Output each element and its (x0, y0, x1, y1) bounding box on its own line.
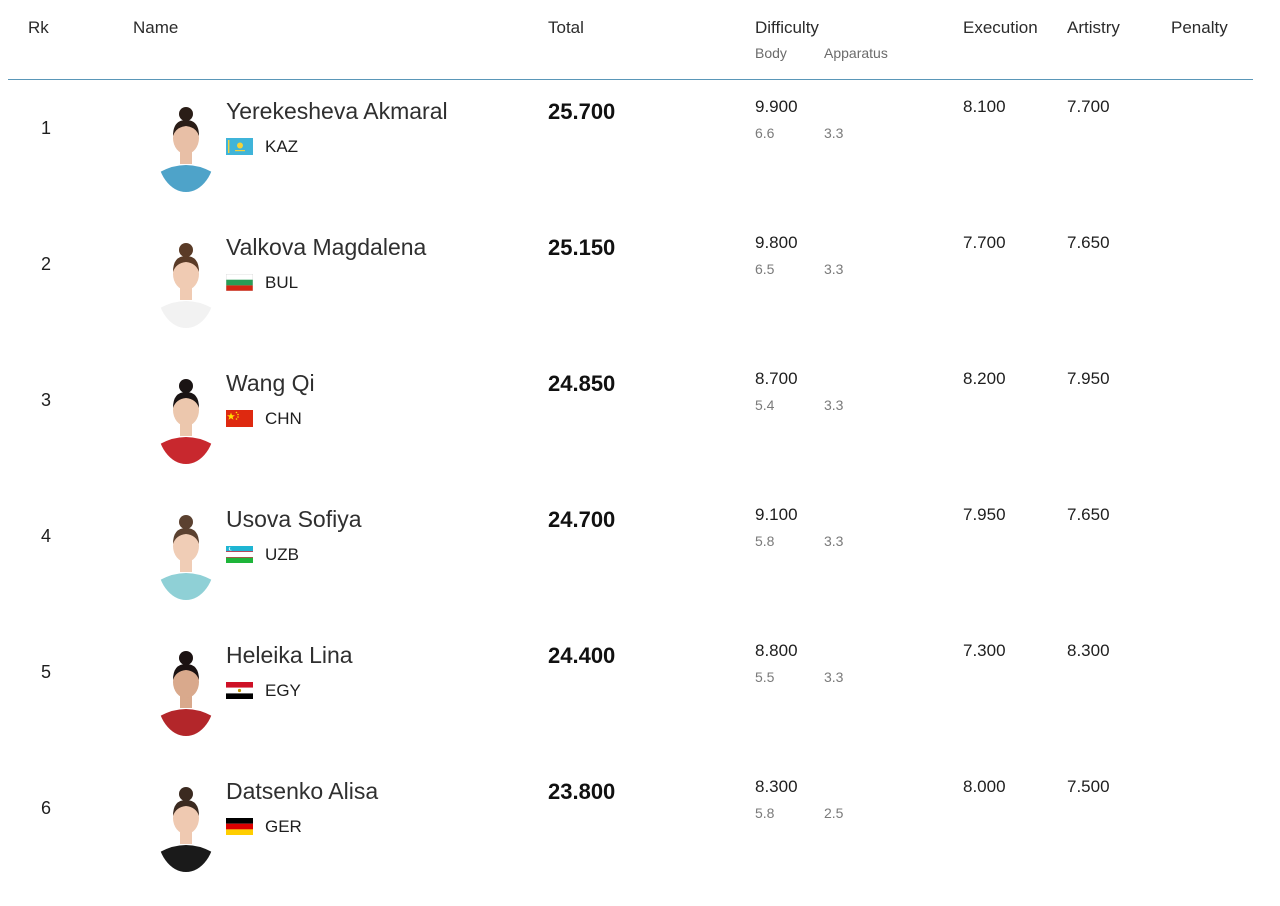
execution-score: 7.700 (963, 233, 1006, 252)
difficulty-score: 8.700 (755, 369, 798, 388)
body-score: 5.8 (755, 533, 775, 549)
rank-cell: 2 (41, 254, 52, 274)
table-row[interactable]: 3 Wang Qi CHN 24.850 8.700 5.4 3.3 8.200 7.950 (0, 362, 1280, 498)
execution-score: 7.300 (963, 641, 1006, 660)
body-score: 6.6 (755, 125, 775, 141)
nation-code: EGY (265, 681, 301, 700)
flag-chn-icon (226, 410, 253, 427)
nation-code: GER (265, 817, 302, 836)
execution-score: 8.200 (963, 369, 1006, 388)
flag-uzb-icon (226, 546, 253, 563)
execution-score: 7.950 (963, 505, 1006, 524)
athlete-name[interactable]: Valkova Magdalena (226, 234, 427, 260)
flag-kaz-icon (226, 138, 253, 155)
athlete-photo[interactable] (156, 100, 216, 192)
athlete-name[interactable]: Usova Sofiya (226, 506, 362, 532)
total-score: 24.850 (548, 371, 616, 396)
body-score: 5.5 (755, 669, 775, 685)
flag-egy-icon (226, 682, 253, 699)
apparatus-score: 3.3 (824, 669, 844, 685)
body-subheader: Body (755, 45, 787, 61)
difficulty-score: 9.800 (755, 233, 798, 252)
athlete-name[interactable]: Datsenko Alisa (226, 778, 379, 804)
apparatus-score: 3.3 (824, 533, 844, 549)
artistry-score: 8.300 (1067, 641, 1110, 660)
athlete-name[interactable]: Heleika Lina (226, 642, 353, 668)
apparatus-score: 3.3 (824, 397, 844, 413)
apparatus-score: 2.5 (824, 805, 844, 821)
total-score: 24.400 (548, 643, 616, 668)
rank-header[interactable]: Rk (28, 18, 49, 37)
athlete-photo[interactable] (156, 644, 216, 736)
artistry-score: 7.950 (1067, 369, 1110, 388)
body-score: 6.5 (755, 261, 775, 277)
athlete-photo[interactable] (156, 236, 216, 328)
total-header[interactable]: Total (548, 18, 584, 37)
execution-header[interactable]: Execution (963, 18, 1038, 37)
flag-bul-icon (226, 274, 253, 291)
table-row[interactable]: 2 Valkova Magdalena BUL 25.150 9.800 6.5 3.3 7.… (0, 226, 1280, 362)
athlete-photo[interactable] (156, 508, 216, 600)
difficulty-score: 9.100 (755, 505, 798, 524)
apparatus-subheader: Apparatus (824, 45, 888, 61)
execution-score: 8.000 (963, 777, 1006, 796)
total-score: 23.800 (548, 779, 616, 804)
artistry-score: 7.700 (1067, 97, 1110, 116)
difficulty-score: 8.300 (755, 777, 798, 796)
flag-ger-icon (226, 818, 253, 835)
total-score: 25.700 (548, 99, 616, 124)
rank-cell: 4 (41, 526, 52, 546)
rank-cell: 5 (41, 662, 52, 682)
nation-code: BUL (265, 273, 299, 292)
athlete-name[interactable]: Yerekesheva Akmaral (226, 98, 448, 124)
table-row[interactable]: 1 Yerekesheva Akmaral KAZ 25.700 9.900 6.6 3.3… (0, 90, 1280, 226)
body-score: 5.8 (755, 805, 775, 821)
artistry-score: 7.500 (1067, 777, 1110, 796)
artistry-score: 7.650 (1067, 505, 1110, 524)
table-row[interactable]: 5 Heleika Lina EGY 24.400 8.800 5.5 3.3 7.300 8.… (0, 634, 1280, 770)
execution-score: 8.100 (963, 97, 1006, 116)
header-divider (8, 79, 1253, 80)
athlete-photo[interactable] (156, 780, 216, 872)
nation-code: CHN (265, 409, 302, 428)
body-score: 5.4 (755, 397, 775, 413)
difficulty-header[interactable]: Difficulty (755, 18, 819, 37)
name-header[interactable]: Name (133, 18, 179, 37)
difficulty-score: 9.900 (755, 97, 798, 116)
athlete-photo[interactable] (156, 372, 216, 464)
apparatus-score: 3.3 (824, 261, 844, 277)
nation-code: UZB (265, 545, 299, 564)
rank-cell: 6 (41, 798, 52, 818)
total-score: 25.150 (548, 235, 616, 260)
table-row[interactable]: 4 Usova Sofiya UZB 24.700 9.100 5.8 3.3 7.950 7.… (0, 498, 1280, 634)
apparatus-score: 3.3 (824, 125, 844, 141)
penalty-header[interactable]: Penalty (1171, 18, 1228, 37)
nation-code: KAZ (265, 137, 299, 156)
total-score: 24.700 (548, 507, 616, 532)
rank-cell: 1 (41, 118, 52, 138)
artistry-header[interactable]: Artistry (1067, 18, 1120, 37)
difficulty-score: 8.800 (755, 641, 798, 660)
rank-cell: 3 (41, 390, 52, 410)
athlete-name[interactable]: Wang Qi (226, 370, 315, 396)
artistry-score: 7.650 (1067, 233, 1110, 252)
table-row[interactable]: 6 Datsenko Alisa GER 23.800 8.300 5.8 2.5 8.000… (0, 770, 1280, 906)
